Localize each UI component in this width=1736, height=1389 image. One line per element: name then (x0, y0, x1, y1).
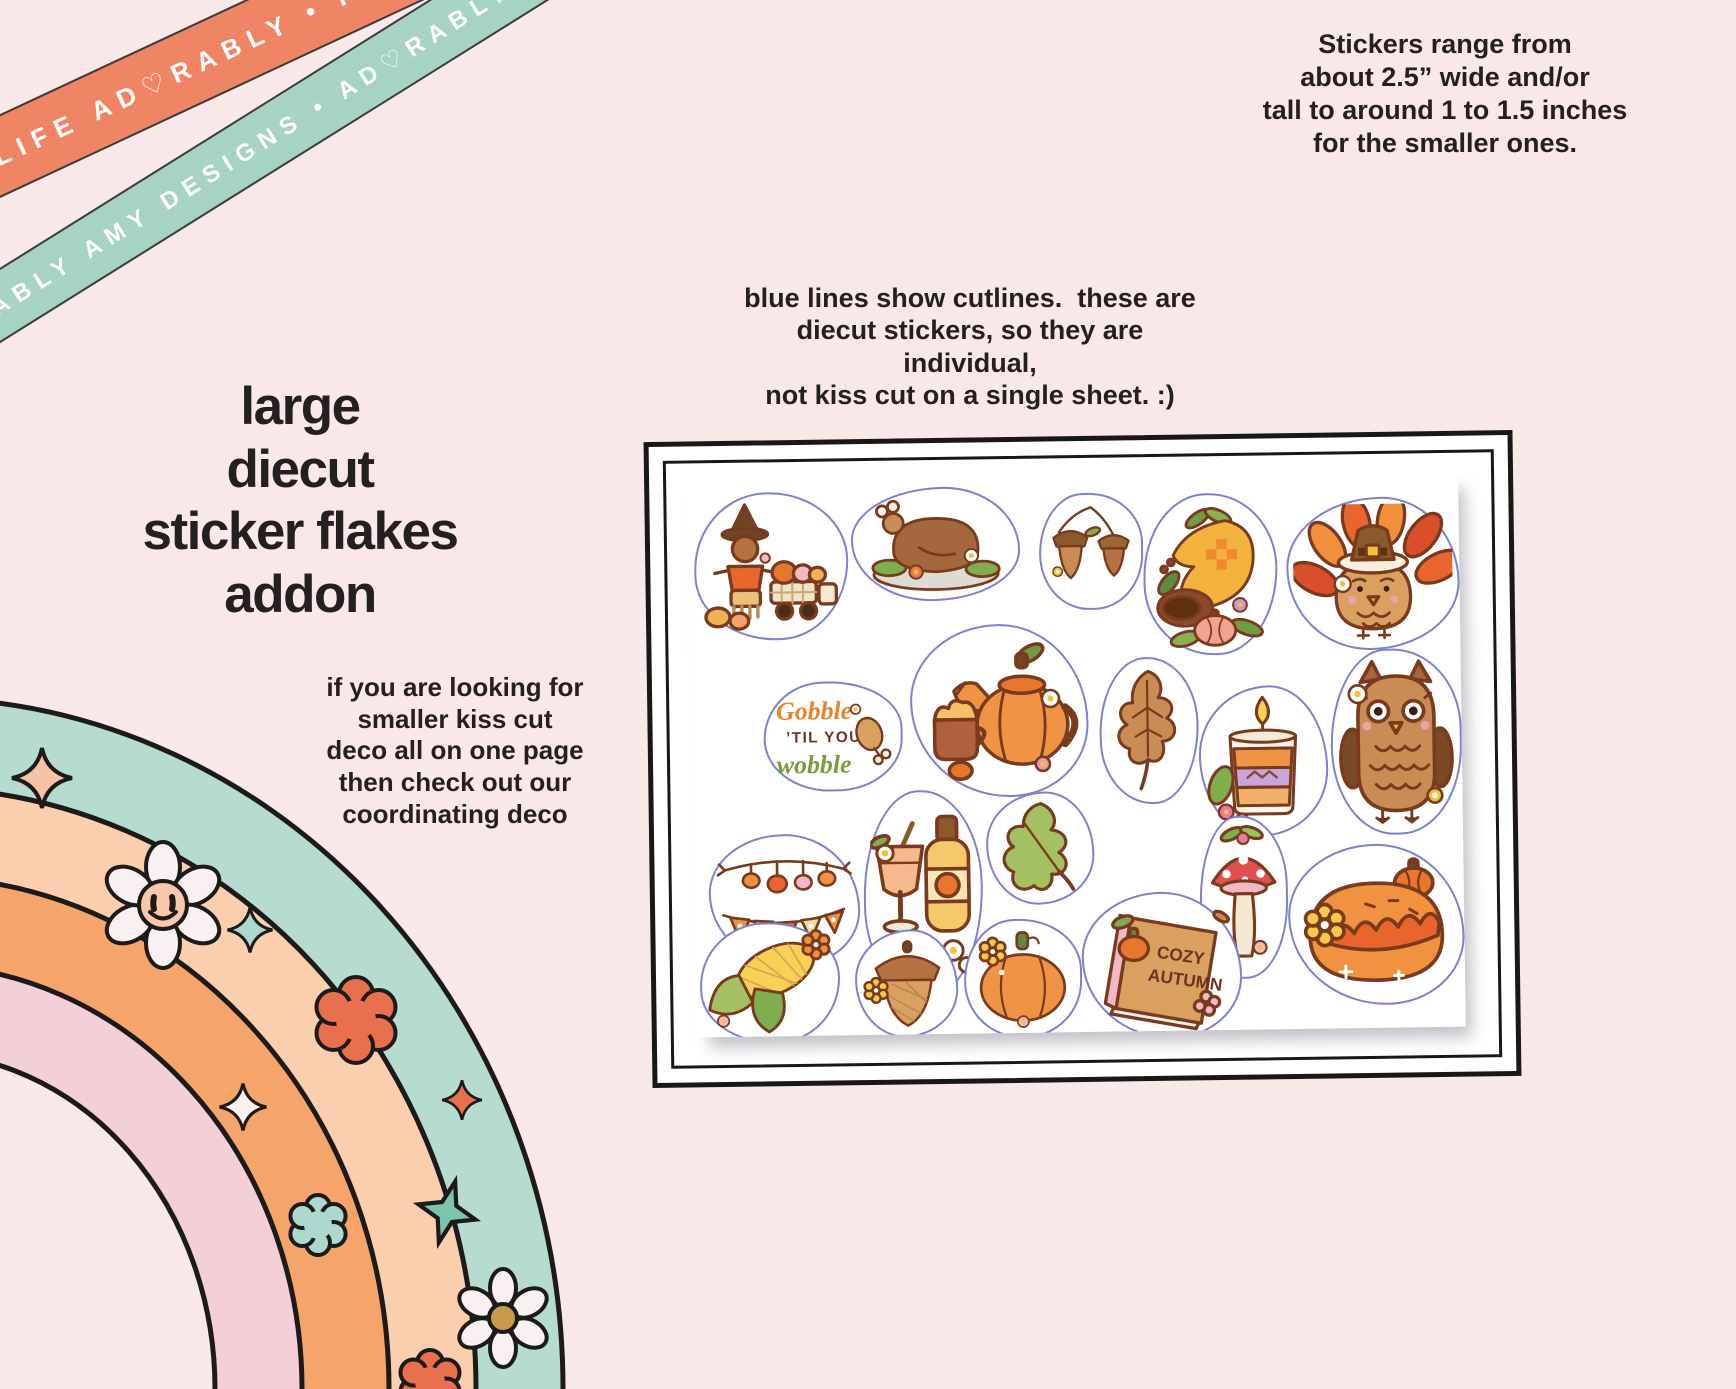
sticker-autumn-candle (1197, 684, 1330, 838)
sticker-sheet-frame: Gobble ’TIL YOU wobble (643, 429, 1522, 1089)
sticker-cornucopia (1142, 492, 1279, 657)
sticker-pumpkin (962, 918, 1084, 1038)
gobble-line1: Gobble (776, 696, 853, 726)
daisy-smiley (104, 840, 222, 970)
drumstick-icon (850, 703, 892, 766)
gobble-line3: wobble (777, 749, 852, 779)
sticker-corn (699, 921, 841, 1038)
coral-flower (314, 975, 398, 1065)
coral-flower-clipped (398, 1348, 462, 1389)
sticker-sheet-frame-inner: Gobble ’TIL YOU wobble (662, 449, 1503, 1069)
sticker-sheet: Gobble ’TIL YOU wobble (688, 470, 1466, 1038)
sticker-pumpkin-pie (1287, 842, 1466, 1006)
daisy-tan-center (457, 1267, 549, 1369)
sticker-roast-turkey-dinner (849, 485, 1021, 602)
sticker-autumn-drink (862, 789, 985, 998)
cross-sell-note: if you are looking for smaller kiss cut … (326, 672, 584, 829)
sticker-turkey-pilgrim (1285, 495, 1461, 652)
sticker-green-leaf (985, 791, 1096, 905)
sticker-acorn-pair (1038, 491, 1144, 611)
size-note: Stickers range from about 2.5” wide and/… (1262, 29, 1628, 158)
sticker-cozy-autumn-book: COZY AUTUMN (1081, 890, 1244, 1038)
cutline-note: blue lines show cutlines. these are diec… (744, 283, 1196, 411)
sticker-owl (1329, 647, 1464, 836)
sticker-scarecrow (693, 491, 850, 641)
rainbow-sparkles-and-flowers (11, 747, 549, 1389)
gobble-line2: ’TIL YOU (786, 729, 862, 747)
sticker-acorn (854, 928, 960, 1038)
sticker-pumpkin-teapot (909, 622, 1090, 798)
teal-flower (288, 1193, 348, 1257)
sticker-gobble-quote: Gobble ’TIL YOU wobble (763, 680, 904, 793)
sticker-mushroom (1198, 815, 1289, 980)
sticker-brown-leaf (1098, 656, 1200, 805)
product-title: large diecut sticker flakes addon (142, 377, 459, 624)
